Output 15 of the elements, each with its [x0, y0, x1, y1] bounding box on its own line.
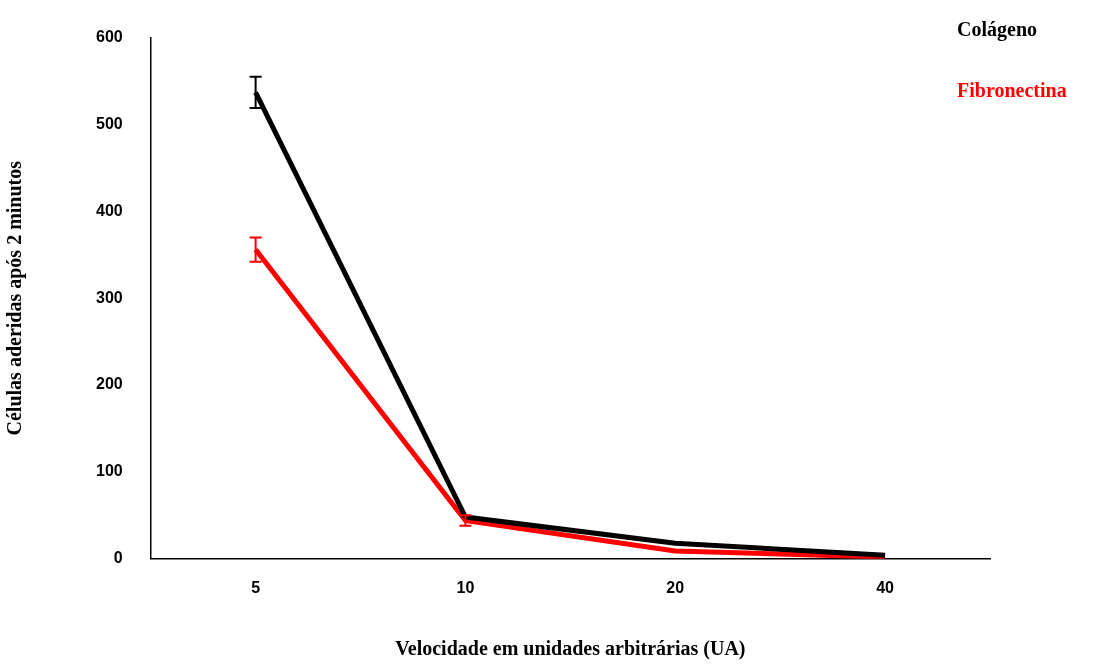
y-axis-title: Células aderidas após 2 minutos: [3, 160, 27, 436]
y-tick-label: 0: [113, 549, 123, 567]
text: Fibronectina: [957, 79, 1067, 102]
y-tick-label: 200: [95, 375, 123, 393]
x-tick-label: 40: [876, 578, 895, 596]
x-tick-label: 10: [456, 578, 475, 596]
x-tick-label: 20: [666, 578, 685, 596]
y-tick-label: 600: [95, 28, 123, 46]
x-tick-label: 5: [251, 578, 261, 596]
text: Colágeno: [957, 18, 1038, 41]
y-tick-label: 300: [95, 288, 123, 306]
y-tick-label: 400: [95, 201, 123, 219]
y-tick-label: 500: [95, 114, 123, 132]
x-axis-title: Velocidade em unidades arbitrárias (UA): [395, 637, 746, 661]
y-tick-label: 100: [95, 462, 123, 480]
